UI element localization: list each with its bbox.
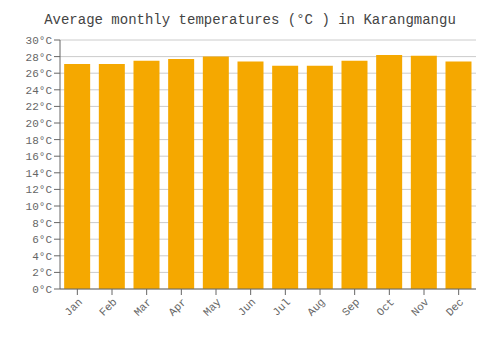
svg-text:24°C: 24°C (26, 85, 53, 97)
svg-text:20°C: 20°C (26, 118, 53, 130)
svg-text:14°C: 14°C (26, 168, 53, 180)
svg-text:Nov: Nov (409, 296, 432, 319)
svg-text:Oct: Oct (374, 296, 396, 318)
svg-text:Jul: Jul (270, 296, 292, 318)
svg-text:8°C: 8°C (32, 218, 52, 230)
svg-text:Dec: Dec (444, 296, 466, 318)
svg-text:Jan: Jan (62, 296, 84, 318)
svg-text:Sep: Sep (340, 296, 362, 318)
svg-text:12°C: 12°C (26, 184, 53, 196)
svg-text:18°C: 18°C (26, 135, 53, 147)
svg-text:Mar: Mar (132, 296, 154, 318)
html-text:Average monthly temperatures (: Average monthly temperatures (°C ) in Ka… (44, 12, 456, 28)
svg-text:28°C: 28°C (26, 52, 53, 64)
svg-text:May: May (201, 296, 224, 319)
svg-text:6°C: 6°C (32, 234, 52, 246)
svg-text:30°C: 30°C (26, 35, 53, 47)
svg-text:16°C: 16°C (26, 151, 53, 163)
svg-text:Jun: Jun (236, 296, 258, 318)
svg-text:26°C: 26°C (26, 68, 53, 80)
svg-text:10°C: 10°C (26, 201, 53, 213)
svg-text:Feb: Feb (97, 296, 119, 318)
svg-text:Apr: Apr (166, 296, 188, 318)
svg-text:Aug: Aug (305, 296, 327, 318)
svg-text:2°C: 2°C (32, 267, 52, 279)
svg-text:0°C: 0°C (32, 284, 52, 296)
svg-text:22°C: 22°C (26, 101, 53, 113)
svg-text:4°C: 4°C (32, 251, 52, 263)
